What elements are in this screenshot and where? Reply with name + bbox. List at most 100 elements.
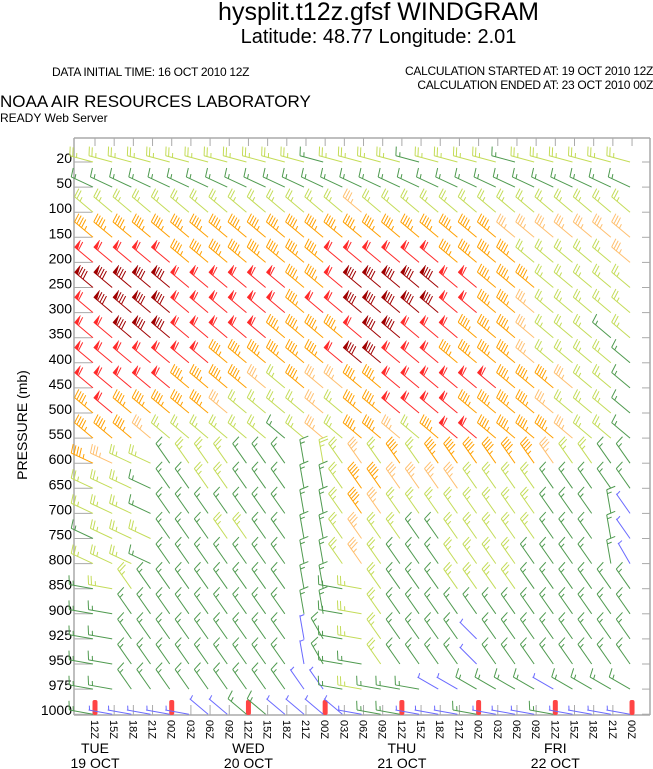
barb-half-flag [496,174,499,179]
barb-half-flag [614,370,618,376]
barb-pennant [131,290,139,301]
wind-barb [457,313,477,339]
wind-barb [558,486,573,514]
wind-barb [128,469,151,489]
barb-flag [539,536,547,545]
wind-barb [170,414,190,439]
barb-flag [479,315,485,325]
barb-flag [118,268,124,278]
barb-shaft [515,196,535,213]
barb-shaft [553,346,573,364]
barb-flag [400,213,406,223]
barb-half-flag [370,571,375,576]
barb-flag [251,561,259,570]
barb-flag [310,611,319,619]
wind-barb [394,675,420,690]
wind-barb [266,290,286,313]
barb-flag [251,217,257,226]
barb-shaft [572,271,593,288]
wind-barb [361,239,382,263]
barb-flag [502,514,510,522]
wind-barb [170,340,190,364]
wind-barb [385,436,401,464]
barb-half-flag [544,376,548,382]
barb-flag [464,489,472,497]
barb-flag [311,244,317,253]
barb-flag [329,438,337,447]
wind-barb [112,389,132,414]
barb-shaft [189,221,209,238]
barb-flag [270,612,278,620]
barb-flag [232,536,240,545]
barb-shaft [366,543,382,564]
barb-half-flag [595,320,599,326]
barb-flag [215,219,221,228]
time-marker [92,700,98,715]
wind-barb [300,167,324,188]
wind-barb [318,485,328,514]
barb-flag [368,489,376,497]
wind-barb [246,265,266,288]
barb-half-flag [266,174,269,179]
barb-shaft [395,684,420,690]
wind-barb [419,315,439,339]
wind-barb [342,414,362,439]
barb-flag [520,536,527,545]
barb-pennant [477,365,484,376]
wind-barb [251,536,267,564]
barb-half-flag [157,543,162,548]
wind-barb [232,612,247,640]
wind-barb [615,612,631,640]
barb-half-flag [525,376,529,382]
wind-barb [414,146,439,163]
barb-half-flag [501,196,505,202]
barb-flag [346,241,352,251]
barb-flag [553,288,559,298]
barb-half-flag [253,593,258,598]
wind-barb [174,662,190,690]
barb-flag [368,514,376,522]
barb-shaft [193,443,209,464]
barb-flag [140,295,146,305]
barb-flag [229,416,236,425]
barb-flag [265,389,272,398]
barb-shaft [515,372,535,389]
wind-barb [208,238,228,263]
barb-flag [111,520,115,530]
barb-shaft [515,422,535,439]
barb-half-flag [448,251,452,256]
wind-barb [404,561,420,589]
barb-pennant [323,290,330,301]
barb-flag [553,338,559,348]
barb-flag [246,213,252,223]
barb-flag [457,213,463,223]
barb-shaft [299,590,305,614]
barb-flag [308,291,314,301]
barb-half-flag [138,643,143,648]
wind-barb [481,511,497,539]
barb-half-flag [597,297,601,302]
barb-half-flag [175,196,179,202]
barb-flag [445,344,451,354]
barb-flag [328,217,334,226]
wind-barb [317,600,343,615]
barb-shaft [304,196,324,213]
barb-flag [555,416,562,425]
barb-flag [327,342,333,351]
barb-half-flag [272,668,277,674]
barb-flag [232,612,240,620]
barb-flag [366,393,372,402]
barb-shaft [128,452,151,464]
barb-pennant [266,290,273,301]
barb-flag [306,315,312,325]
barb-flag [174,486,182,495]
barb-flag [443,511,451,520]
barb-half-flag [541,468,546,473]
y-tick-label: 950 [49,652,73,668]
barb-shaft [376,709,400,715]
barb-flag [498,365,504,375]
barb-half-flag [579,643,584,648]
server-name: READY Web Server [0,111,108,125]
barb-half-flag [539,347,543,353]
barb-shaft [519,443,535,464]
